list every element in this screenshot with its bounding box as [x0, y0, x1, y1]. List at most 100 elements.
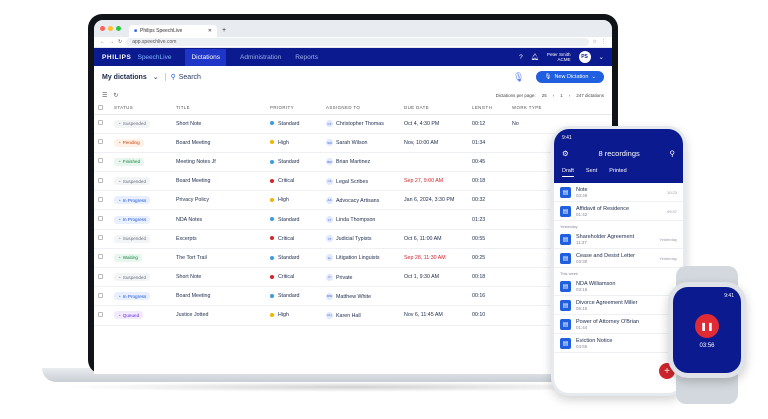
nav-dictations[interactable]: Dictations	[185, 48, 227, 66]
title-cell[interactable]: Board Meeting	[172, 133, 266, 153]
table-row[interactable]: ◔ Suspended Board Meeting Critical LS Lega…	[94, 171, 612, 192]
close-tab-icon[interactable]: ✕	[207, 28, 212, 34]
table-row[interactable]: ◔ Waiting The Tort Trail Standard LL Litig…	[94, 248, 612, 269]
row-checkbox[interactable]	[98, 196, 103, 202]
list-item[interactable]: ▤ Note 03:49 10:23	[554, 183, 683, 202]
minimize-window-dot[interactable]	[108, 26, 113, 31]
title-cell[interactable]: Justice Jotted	[172, 305, 266, 326]
tab-sent[interactable]: Sent	[585, 168, 598, 174]
col-priority[interactable]: PRIORITY	[266, 102, 322, 115]
bell-icon[interactable]: 🔔︎	[530, 54, 540, 61]
priority-label: Standard	[278, 293, 300, 300]
refresh-icon[interactable]: ↻	[113, 92, 119, 99]
browser-tab[interactable]: ■ Philips SpeechLive ✕	[129, 25, 217, 37]
title-cell[interactable]: Board Meeting	[172, 171, 266, 192]
table-row[interactable]: ◔ Suspended Short Note Critical P Private …	[94, 267, 612, 288]
status-badge: ◔ Suspended	[114, 273, 151, 282]
row-checkbox[interactable]	[98, 177, 103, 183]
assignee-avatar: KH	[326, 311, 333, 319]
page-title[interactable]: My dictations	[102, 73, 147, 81]
row-checkbox[interactable]	[98, 235, 103, 241]
row-checkbox[interactable]	[98, 158, 103, 164]
row-checkbox[interactable]	[98, 273, 103, 279]
table-row[interactable]: ◔ Finished Meeting Notes Jf Standard BM Br…	[94, 152, 612, 173]
next-page-icon[interactable]: ›	[568, 92, 571, 98]
title-cell[interactable]: Short Note	[172, 114, 266, 134]
table-row[interactable]: ◔ Pending Board Meeting High SW Sarah Wils…	[94, 133, 612, 153]
list-item[interactable]: ▤ Cease and Desist Letter 03:30 Yesterday	[554, 249, 683, 268]
filter-icon[interactable]: ☰	[102, 92, 108, 99]
chevron-down-icon[interactable]: ⌄	[152, 74, 159, 81]
tab-printed[interactable]: Printed	[609, 168, 627, 174]
table-row[interactable]: ◔ In Progress Privacy Policy High AA Advoc…	[94, 190, 612, 211]
phone: 9:41 ⚙ 8 recordings ⚲ Draft Sent Printed ▤…	[551, 126, 686, 396]
nav-administration[interactable]: Administration	[240, 53, 282, 61]
title-cell[interactable]: NDA Notes	[172, 209, 266, 230]
title-cell[interactable]: Excerpts	[172, 229, 266, 249]
assignee-name: Judicial Typists	[336, 236, 372, 243]
search-input[interactable]: ⚲ Search	[164, 73, 201, 81]
row-checkbox[interactable]	[98, 254, 103, 260]
table-row[interactable]: ◔ Suspended Excerpts Critical JT Judicial …	[94, 229, 612, 249]
assignee-avatar: JT	[326, 235, 333, 243]
col-title[interactable]: TITLE	[172, 102, 266, 115]
priority-icon	[270, 236, 274, 241]
due-date	[400, 152, 468, 173]
row-checkbox[interactable]	[98, 292, 103, 298]
assignee-name: Linda Thompson	[336, 216, 376, 223]
select-all-checkbox[interactable]	[98, 104, 103, 110]
col-status[interactable]: STATUS	[110, 102, 172, 115]
new-dictation-button[interactable]: 🎙︎ New Dictation ⌄	[536, 71, 604, 83]
help-icon[interactable]: ?	[519, 53, 523, 61]
col-length[interactable]: LENGTH	[468, 102, 508, 115]
reload-icon[interactable]: ↻	[118, 39, 123, 45]
tab-draft[interactable]: Draft	[562, 168, 574, 177]
col-due[interactable]: DUE DATE	[400, 102, 468, 115]
top-navigation: PHILIPS SpeechLive Dictations Administra…	[94, 48, 612, 66]
search-icon[interactable]: ⚲	[669, 149, 675, 158]
new-tab-icon[interactable]: +	[222, 27, 227, 34]
nav-reports[interactable]: Reports	[295, 53, 318, 61]
list-item[interactable]: ▤ Affidavit of Residence 01:42 09:47	[554, 202, 683, 221]
menu-icon[interactable]: ⋮	[601, 39, 606, 45]
table-row[interactable]: ◔ Suspended Short Note Standard CT Christo…	[94, 114, 612, 134]
microphone-device-icon[interactable]: 🎙︎	[513, 71, 525, 82]
back-icon[interactable]: ←	[100, 39, 105, 45]
title-cell[interactable]: Meeting Notes Jf	[172, 152, 266, 173]
title-cell[interactable]: The Tort Trail	[172, 248, 266, 269]
title-cell[interactable]: Board Meeting	[172, 286, 266, 307]
row-checkbox[interactable]	[98, 139, 103, 145]
list-item[interactable]: ▤ Eviction Notice 04:55	[554, 334, 683, 353]
table-row[interactable]: ◔ In Progress Board Meeting Standard MW Ma…	[94, 286, 612, 307]
pause-recording-button[interactable]: ❚❚	[695, 314, 719, 338]
url-field[interactable]: app.speechlive.com	[126, 38, 589, 46]
maximize-window-dot[interactable]	[116, 26, 121, 31]
gear-icon[interactable]: ⚙	[562, 149, 569, 158]
col-assigned[interactable]: ASSIGNED TO	[322, 102, 400, 115]
per-page-select[interactable]: 25	[541, 92, 547, 98]
table-row[interactable]: ◔ Queued Justice Jotted High KH Karen Hall…	[94, 305, 612, 326]
row-checkbox[interactable]	[98, 120, 103, 126]
search-placeholder: Search	[178, 73, 201, 81]
close-window-dot[interactable]	[100, 26, 105, 31]
col-worktype[interactable]: WORK TYPE	[508, 102, 612, 115]
title-cell[interactable]: Privacy Policy	[172, 190, 266, 211]
recording-time: Yesterday	[659, 236, 677, 242]
avatar[interactable]: PS	[578, 51, 591, 63]
due-date	[400, 286, 468, 307]
forward-icon[interactable]: →	[109, 39, 114, 45]
row-checkbox[interactable]	[98, 216, 103, 222]
table-row[interactable]: ◔ In Progress NDA Notes Standard LT Linda …	[94, 209, 612, 230]
recording-icon: ▤	[560, 318, 571, 330]
list-item[interactable]: ▤ Power of Attorney O'Brian 01:44	[554, 315, 683, 334]
title-cell[interactable]: Short Note	[172, 267, 266, 288]
priority-label: Standard	[278, 216, 300, 223]
status-icon: ◔	[118, 217, 121, 223]
row-checkbox[interactable]	[98, 311, 103, 317]
list-item[interactable]: ▤ Shareholder Agreement 11:37 Yesterday	[554, 230, 683, 249]
list-item[interactable]: ▤ NDA Williamson 03:16	[554, 277, 683, 296]
prev-page-icon[interactable]: ‹	[552, 92, 555, 98]
bookmark-icon[interactable]: ☆	[592, 39, 597, 45]
chevron-down-icon[interactable]: ⌄	[598, 54, 604, 61]
